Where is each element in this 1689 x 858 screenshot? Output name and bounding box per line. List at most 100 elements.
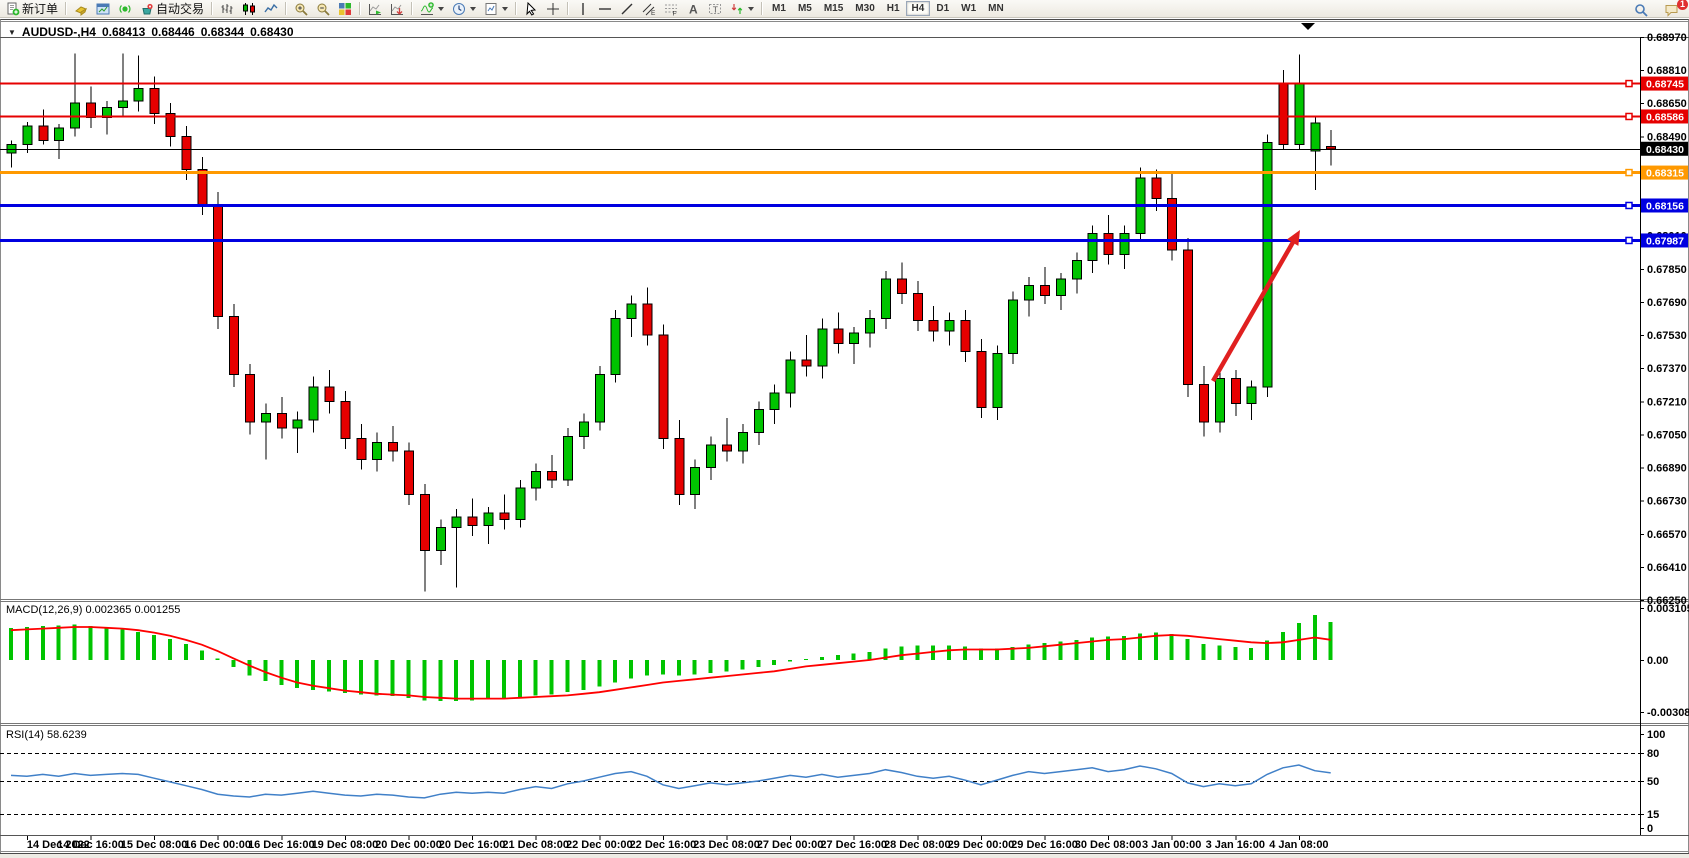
timeframe-m15-button[interactable]: M15	[823, 3, 844, 14]
candle	[801, 335, 812, 377]
candles-button[interactable]	[238, 0, 260, 17]
candle	[1055, 272, 1066, 311]
candle	[944, 312, 955, 346]
candle	[38, 109, 49, 145]
macd-bar	[597, 660, 602, 687]
candle	[626, 295, 637, 338]
candle	[1199, 366, 1209, 437]
horizontal-line-0.67987[interactable]: 0.67987	[0, 233, 1688, 248]
cursor-icon	[526, 1, 537, 16]
time-tick-label: 27 Dec 16:00	[820, 839, 887, 851]
templates-button[interactable]	[480, 0, 512, 17]
macd-bar	[517, 660, 522, 698]
candle	[340, 390, 351, 449]
tile-windows-button[interactable]	[334, 0, 356, 17]
svg-text:A: A	[689, 2, 698, 16]
hline-button[interactable]	[594, 0, 616, 17]
bars-button[interactable]	[216, 0, 238, 17]
macd-bar	[1217, 645, 1222, 660]
price-tick-label: 0.67050	[1647, 429, 1687, 441]
candle	[404, 442, 414, 505]
candlestick-series	[6, 53, 1337, 592]
timeframe-m5-button[interactable]: M5	[797, 3, 812, 14]
fibonacci-button[interactable]: F	[660, 0, 682, 17]
symbol-period-label: AUDUSD-,H4	[21, 25, 96, 39]
chart-canvas[interactable]: 0.689700.688100.686500.684900.683300.681…	[0, 18, 1689, 858]
high-marker-icon	[1301, 23, 1315, 30]
macd-bar	[660, 660, 665, 675]
crosshair-button[interactable]	[542, 0, 564, 17]
macd-bar	[1042, 643, 1047, 660]
arrows-button[interactable]	[726, 0, 758, 17]
trend-arrow-annotation[interactable]	[1211, 230, 1300, 383]
text-a-button[interactable]: A	[682, 0, 704, 17]
indicators-button[interactable]	[416, 0, 448, 17]
candle	[22, 121, 33, 153]
macd-bar	[1074, 639, 1079, 660]
horizontal-line-0.68745[interactable]: 0.68745	[0, 76, 1688, 91]
price-tick-label: 0.66250	[1647, 595, 1687, 607]
chart-shift-button[interactable]	[386, 0, 408, 17]
timeframe-w1-button[interactable]: W1	[961, 3, 977, 14]
line-handle[interactable]	[1625, 168, 1633, 177]
signals-button[interactable]	[114, 0, 136, 17]
auto-scroll-button[interactable]	[364, 0, 386, 17]
zoom-out-button[interactable]	[312, 0, 334, 17]
timeframe-m1-button[interactable]: M1	[772, 3, 786, 14]
line-handle[interactable]	[1625, 201, 1633, 210]
horizontal-line-0.68156[interactable]: 0.68156	[0, 198, 1688, 213]
candle	[928, 306, 939, 342]
text-label-button[interactable]: T	[704, 0, 726, 17]
channel-button[interactable]: E	[638, 0, 660, 17]
timeframe-mn-button[interactable]: MN	[988, 3, 1004, 14]
signals-icon	[119, 4, 131, 13]
candle	[1310, 117, 1321, 191]
timeframe-h4-button[interactable]: H4	[905, 1, 931, 16]
horizontal-line-0.68315[interactable]: 0.68315	[0, 165, 1688, 180]
macd-bar	[1106, 636, 1111, 660]
timeframe-h1-button[interactable]: H1	[886, 3, 900, 14]
candle	[1230, 370, 1241, 416]
candle	[213, 192, 224, 329]
candle	[1087, 225, 1098, 273]
candle	[1214, 368, 1225, 433]
chart-collapse-icon[interactable]: ▼	[8, 27, 16, 37]
timeframe-m30-button[interactable]: M30	[855, 3, 875, 14]
market-watch-button[interactable]	[92, 0, 114, 17]
vline-button[interactable]	[572, 0, 594, 17]
line-handle[interactable]	[1625, 236, 1633, 245]
macd-bar	[168, 639, 172, 660]
autotrade-button[interactable]: 自动交易	[136, 0, 208, 17]
search-button[interactable]	[1630, 1, 1652, 18]
line-handle[interactable]	[1625, 112, 1633, 121]
macd-bar	[549, 660, 554, 695]
horizontal-line-0.68586[interactable]: 0.68586	[0, 109, 1688, 124]
linechart-button[interactable]	[260, 0, 282, 17]
new-order-button[interactable]: 新订单	[2, 0, 62, 17]
channel-icon: E	[642, 3, 656, 16]
macd-bar	[1233, 647, 1238, 660]
vline-icon	[582, 2, 584, 15]
candle	[86, 86, 96, 129]
candle	[229, 304, 240, 387]
periods-clock-button[interactable]	[448, 0, 480, 17]
candle	[101, 101, 112, 135]
macd-bar	[454, 660, 459, 702]
price-badge	[1641, 76, 1688, 91]
cursor-button[interactable]	[520, 0, 542, 17]
timeframe-d1-button[interactable]: D1	[936, 3, 950, 14]
macd-bar	[581, 660, 586, 690]
notifications-button[interactable]: 1	[1660, 0, 1688, 18]
styles-button[interactable]	[70, 0, 92, 17]
chart-shift-icon	[391, 3, 404, 15]
macd-bar	[740, 660, 745, 670]
line-handle[interactable]	[1625, 79, 1633, 88]
toolbar-separator	[515, 2, 518, 15]
macd-bar	[978, 648, 983, 660]
candles-icon	[243, 2, 256, 15]
macd-bar	[374, 660, 379, 696]
ohlc-high: 0.68446	[151, 25, 195, 39]
zoom-in-button[interactable]	[290, 0, 312, 17]
trendline-button[interactable]	[616, 0, 638, 17]
